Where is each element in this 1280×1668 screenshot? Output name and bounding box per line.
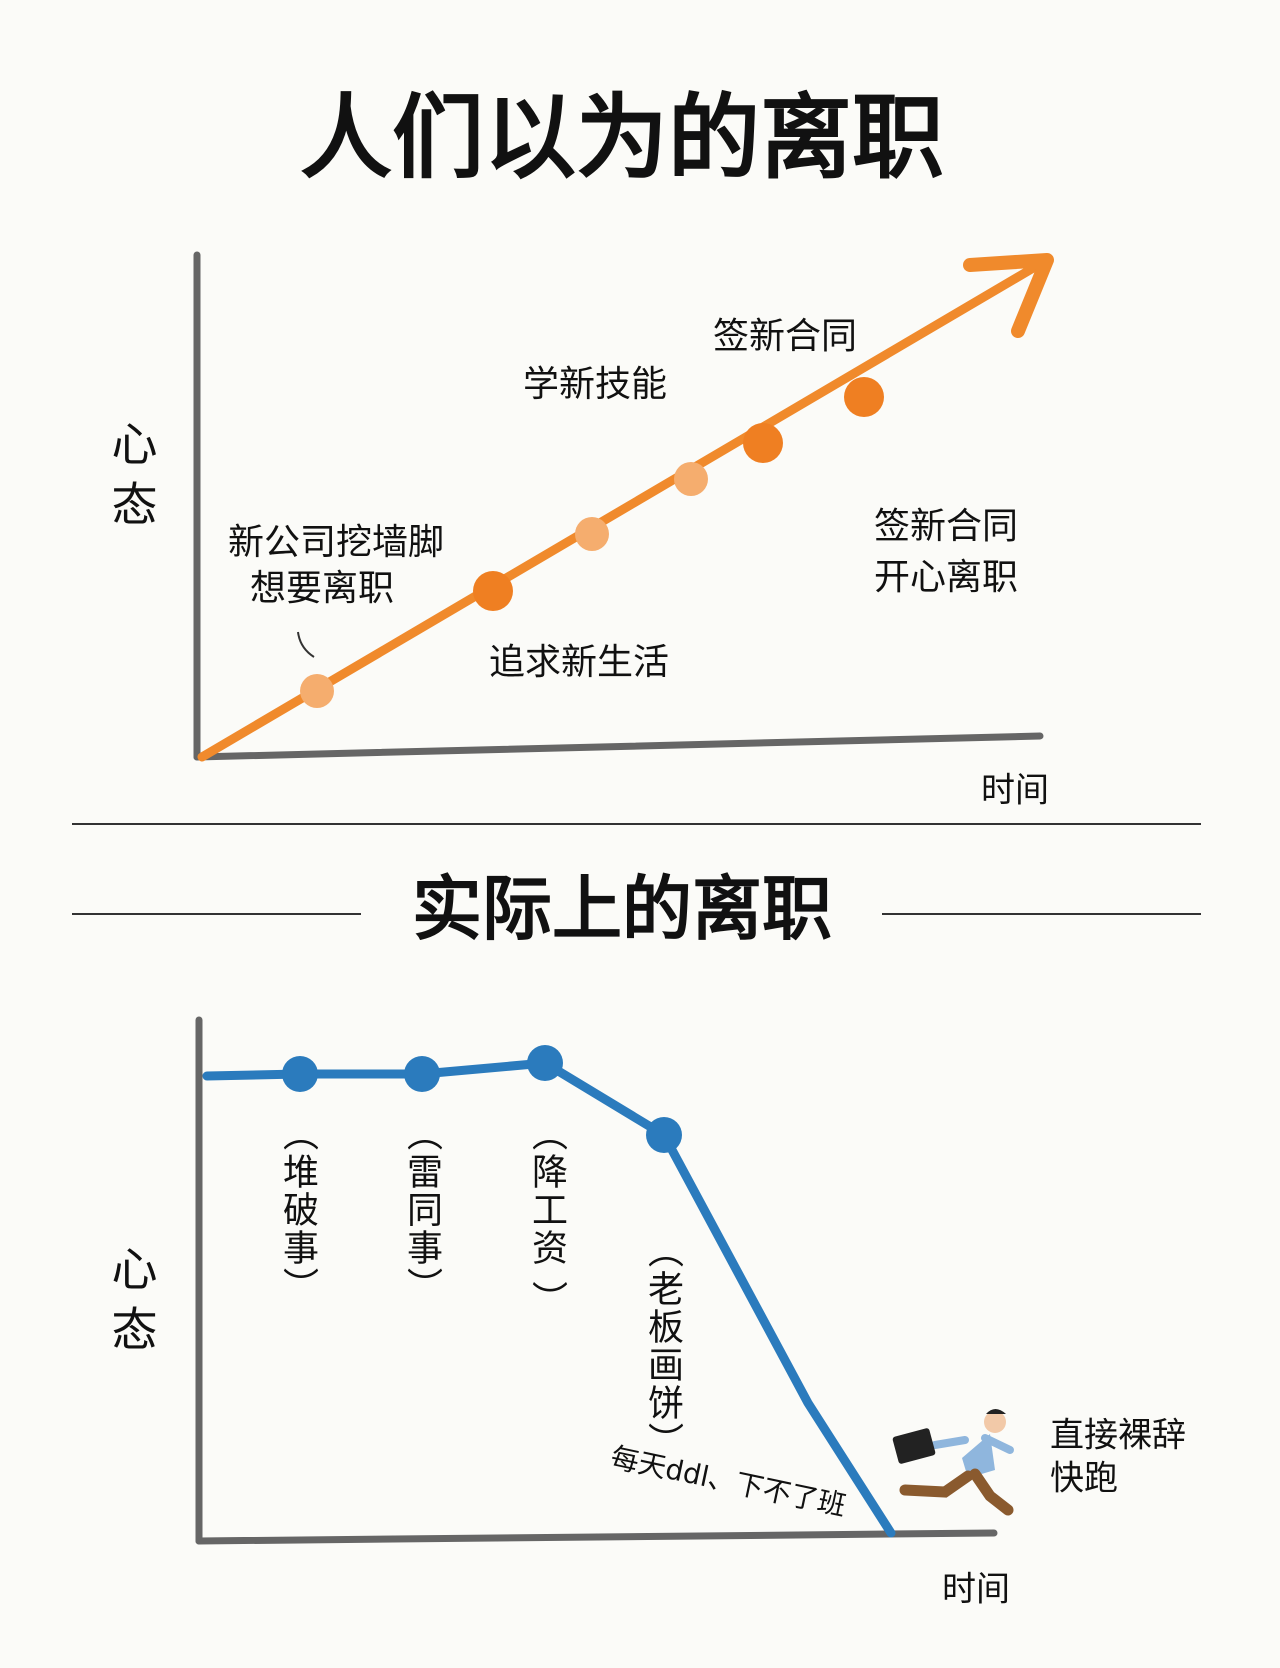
arm [981, 1434, 1014, 1454]
dots [300, 377, 884, 708]
x-axis [193, 732, 1044, 761]
x-label: 时间 [942, 1570, 1010, 1610]
annotation: （老板画饼） [642, 1232, 684, 1460]
annotation: 新公司挖墙脚 [228, 522, 444, 563]
annotation: 开心离职 [874, 557, 1018, 598]
annotation: 学新技能 [523, 364, 667, 405]
leg [899, 1470, 974, 1498]
dot [473, 571, 513, 611]
annotation: 快跑 [1050, 1459, 1118, 1499]
annotation: 想要离职 [250, 568, 394, 609]
y-label: 心态 [105, 420, 159, 540]
arrow-head [963, 253, 1054, 338]
annotation: 签新合同 [713, 316, 857, 357]
pointer [297, 631, 315, 658]
head [984, 1411, 1006, 1433]
annotation: 追求新生活 [489, 642, 669, 683]
leg [969, 1468, 1014, 1516]
x-axis [195, 1529, 998, 1545]
title: 实际上的离职 [412, 868, 832, 950]
arm [931, 1436, 969, 1449]
shirt [962, 1434, 995, 1478]
x-label: 时间 [981, 771, 1049, 811]
dot [674, 462, 708, 496]
dot [527, 1045, 563, 1081]
title: 人们以为的离职 [300, 84, 944, 191]
annotation: （雷同事） [401, 1115, 443, 1305]
dot [300, 674, 334, 708]
dot [743, 423, 783, 463]
dot [844, 377, 884, 417]
annotation: 直接裸辞 [1050, 1416, 1186, 1456]
y-label: 心态 [105, 1245, 159, 1365]
annotation: （堆破事） [277, 1115, 319, 1305]
dot [646, 1117, 682, 1153]
dot [575, 517, 609, 551]
dots [282, 1045, 682, 1153]
hair [986, 1409, 1006, 1414]
running-man [892, 1409, 1014, 1516]
dot [282, 1056, 318, 1092]
trend-line [197, 259, 1045, 762]
dot [404, 1056, 440, 1092]
annotation: 签新合同 [874, 506, 1018, 547]
annotation: （降工资 ） [526, 1115, 568, 1318]
briefcase [892, 1428, 936, 1464]
